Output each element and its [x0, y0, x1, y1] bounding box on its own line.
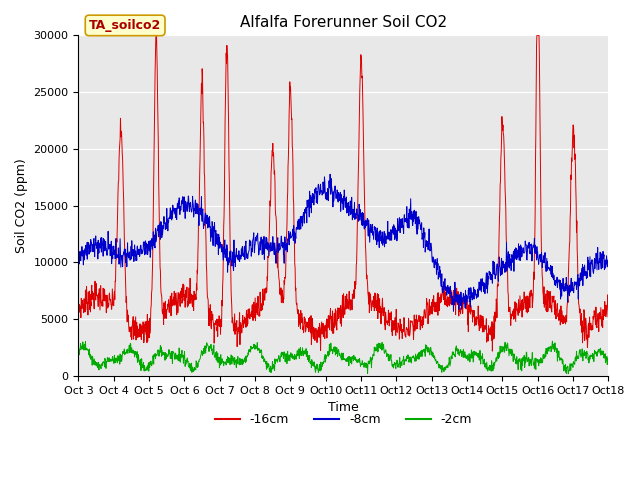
-16cm [310, 332, 318, 338]
-8cm [326, 171, 334, 177]
-16cm [75, 294, 83, 300]
-8cm [300, 212, 307, 217]
-16cm [320, 332, 328, 337]
-16cm [153, 33, 161, 38]
-8cm [376, 228, 384, 234]
-8cm [137, 242, 145, 248]
-2cm [75, 348, 83, 353]
-8cm [75, 249, 83, 254]
-2cm [300, 353, 307, 359]
-8cm [604, 260, 612, 266]
-2cm [548, 338, 556, 344]
-8cm [320, 191, 328, 196]
Line: -16cm: -16cm [79, 36, 608, 351]
-16cm [488, 348, 496, 354]
-8cm [310, 194, 318, 200]
Line: -8cm: -8cm [79, 174, 608, 311]
-8cm [116, 259, 124, 264]
-2cm [320, 359, 328, 364]
-16cm [300, 330, 307, 336]
Text: TA_soilco2: TA_soilco2 [89, 19, 161, 32]
-8cm [450, 308, 458, 314]
-2cm [310, 359, 318, 365]
-16cm [116, 146, 124, 152]
-2cm [564, 371, 572, 376]
Y-axis label: Soil CO2 (ppm): Soil CO2 (ppm) [15, 158, 28, 253]
-2cm [116, 355, 124, 360]
-2cm [376, 340, 384, 346]
-2cm [604, 356, 612, 362]
Line: -2cm: -2cm [79, 341, 608, 373]
-16cm [604, 307, 612, 313]
-2cm [137, 368, 145, 373]
X-axis label: Time: Time [328, 401, 359, 414]
Title: Alfalfa Forerunner Soil CO2: Alfalfa Forerunner Soil CO2 [240, 15, 447, 30]
Legend: -16cm, -8cm, -2cm: -16cm, -8cm, -2cm [210, 408, 477, 431]
-16cm [137, 324, 145, 330]
-16cm [376, 304, 384, 310]
